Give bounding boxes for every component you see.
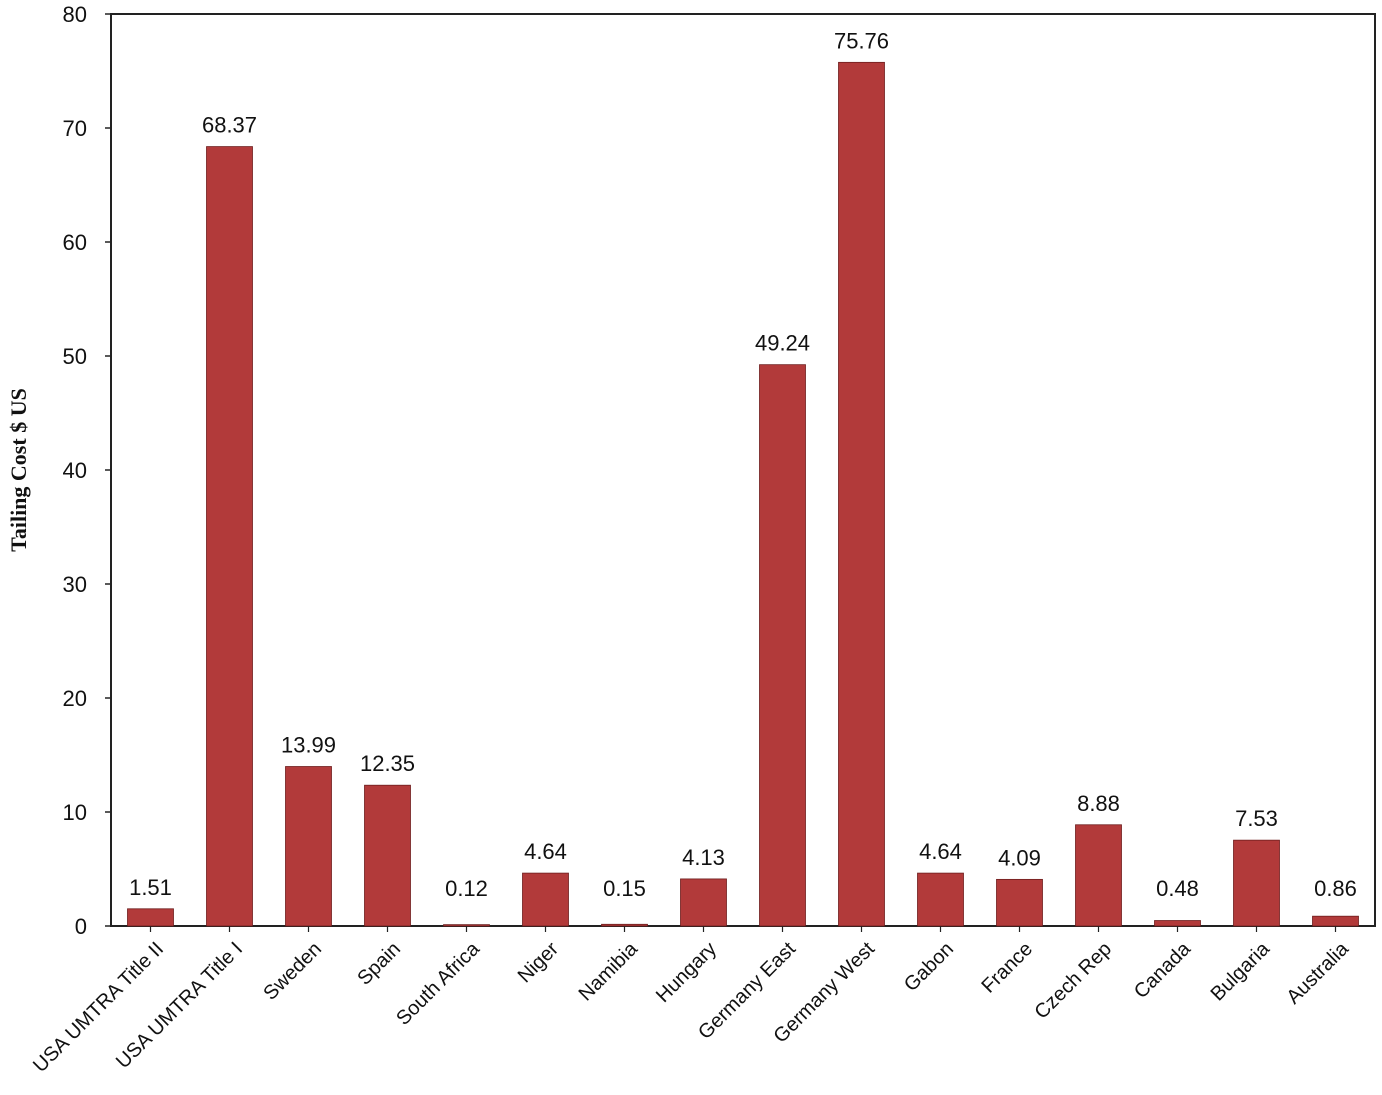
bar [1233,839,1280,927]
bar [1075,824,1122,927]
y-tick-label: 10 [63,800,87,825]
bars-group [127,61,1359,927]
y-tick-label: 70 [63,116,87,141]
data-label: 4.13 [682,845,725,870]
data-label: 0.48 [1156,876,1199,901]
bar [1312,915,1359,927]
data-label: 0.15 [603,876,646,901]
y-tick-label: 20 [63,686,87,711]
y-tick-label: 50 [63,344,87,369]
data-label: 0.12 [445,876,488,901]
x-tick-label: Czech Rep [1031,938,1117,1024]
x-tick-label: USA UMTRA Title II [29,938,168,1077]
bar [127,908,174,927]
bar [364,784,411,927]
y-tick-label: 80 [63,2,87,27]
x-tick-label: Spain [353,938,405,990]
y-tick-label: 40 [63,458,87,483]
y-axis-label: Tailing Cost $ US [6,388,31,552]
data-label: 68.37 [202,113,257,138]
bar [680,878,727,927]
data-label: 75.76 [834,28,889,53]
bar [601,923,648,927]
data-label: 8.88 [1077,791,1120,816]
y-tick-label: 60 [63,230,87,255]
bar [522,872,569,927]
x-tick-label: Niger [514,938,564,988]
bar [917,872,964,927]
x-tick-label: Gabon [900,938,958,996]
x-tick-label: Sweden [259,938,326,1005]
x-tick-label: Australia [1282,937,1353,1008]
x-tick-label: Bulgaria [1207,937,1275,1005]
x-tick-label: France [977,938,1037,998]
data-label: 49.24 [755,331,810,356]
data-label: 7.53 [1235,806,1278,831]
x-tick-label: Hungary [652,938,721,1007]
data-label: 12.35 [360,751,415,776]
data-label: 1.51 [129,875,172,900]
x-tick-label: Canada [1130,937,1196,1003]
data-label: 4.64 [524,839,567,864]
bar [838,61,885,927]
data-labels-group: 1.51 68.37 13.99 12.35 0.12 4.64 0.15 4.13 49.24… [129,28,1357,901]
bar [996,878,1043,927]
x-tick-label: Namibia [575,937,643,1005]
bar [759,364,806,927]
y-tick-label: 30 [63,572,87,597]
data-label: 0.86 [1314,876,1357,901]
data-label: 4.09 [998,845,1041,870]
y-axis-ticks: 0 10 20 30 40 50 60 70 80 [63,2,111,939]
data-label: 13.99 [281,733,336,758]
x-tick-label: South Africa [392,937,484,1029]
bar [206,146,253,927]
bar [443,924,490,927]
bar [285,766,332,927]
y-tick-label: 0 [75,914,87,939]
bar [1154,920,1201,927]
data-label: 4.64 [919,839,962,864]
